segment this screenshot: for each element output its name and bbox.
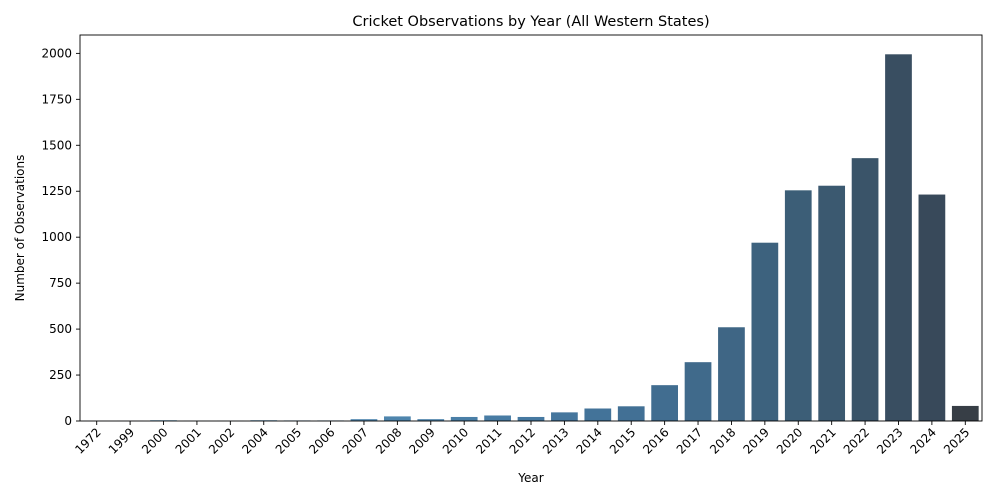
x-axis-label: Year xyxy=(517,471,543,485)
x-tick-label: 1999 xyxy=(106,425,137,456)
y-axis-label: Number of Observations xyxy=(13,155,27,302)
y-tick-label: 250 xyxy=(49,368,72,382)
y-tick-label: 1500 xyxy=(41,138,72,152)
y-tick-label: 2000 xyxy=(41,46,72,60)
bar-2018 xyxy=(718,327,745,421)
bar-2021 xyxy=(818,185,846,421)
bar-2016 xyxy=(651,385,678,421)
y-tick-label: 0 xyxy=(64,414,72,428)
y-tick-label: 750 xyxy=(49,276,72,290)
x-tick-label: 2010 xyxy=(440,425,471,456)
bar-2011 xyxy=(484,415,511,421)
x-tick-label: 2019 xyxy=(740,425,771,456)
bar-2010 xyxy=(450,416,478,421)
x-tick-label: 2017 xyxy=(674,425,705,456)
x-tick-label: 2024 xyxy=(908,425,939,456)
x-tick-label: 2008 xyxy=(373,425,404,456)
x-tick-label: 2001 xyxy=(173,425,204,456)
x-tick-label: 2023 xyxy=(874,425,905,456)
x-tick-label: 2021 xyxy=(807,425,838,456)
x-tick-label: 2018 xyxy=(707,425,738,456)
bar-2012 xyxy=(517,416,545,421)
x-tick-label: 2015 xyxy=(607,425,638,456)
x-tick-label: 2007 xyxy=(340,425,371,456)
bar-2014 xyxy=(584,408,612,421)
x-tick-label: 2011 xyxy=(473,425,504,456)
x-tick-label: 2025 xyxy=(941,425,972,456)
x-tick-label: 2000 xyxy=(139,425,170,456)
x-tick-label: 2016 xyxy=(640,425,671,456)
bar-2025 xyxy=(951,405,979,421)
x-tick-label: 2013 xyxy=(540,425,571,456)
axes-frame xyxy=(79,34,983,422)
bar-2007 xyxy=(350,419,378,421)
bar-2009 xyxy=(417,419,445,421)
chart-title: Cricket Observations by Year (All Wester… xyxy=(352,14,709,30)
bar-2008 xyxy=(384,416,411,421)
y-axis: 0 250 500 750 1000 1250 1500 1750 2000 xyxy=(41,46,80,428)
bar-2019 xyxy=(751,242,779,421)
bar-2020 xyxy=(784,190,812,421)
x-tick-label: 2006 xyxy=(306,425,337,456)
bar-2022 xyxy=(851,158,879,421)
bar-2015 xyxy=(617,406,645,421)
x-tick-label: 2012 xyxy=(507,425,538,456)
y-tick-label: 1250 xyxy=(41,184,72,198)
x-tick-label: 2009 xyxy=(406,425,437,456)
x-tick-label: 2004 xyxy=(239,425,270,456)
x-tick-label: 2020 xyxy=(774,425,805,456)
plot-area xyxy=(79,34,983,422)
x-tick-label: 2002 xyxy=(206,425,237,456)
bar-2023 xyxy=(885,54,912,422)
x-tick-label: 1972 xyxy=(72,425,103,456)
y-tick-label: 1750 xyxy=(41,92,72,106)
x-tick-label: 2005 xyxy=(273,425,304,456)
x-axis: 1972 1999 2000 2001 2002 2004 2005 2006 2007 2008… xyxy=(72,421,972,457)
bar-2024 xyxy=(918,194,946,421)
bar-2017 xyxy=(684,362,712,421)
bar-2013 xyxy=(551,412,578,421)
x-tick-label: 2014 xyxy=(573,425,604,456)
y-tick-label: 1000 xyxy=(41,230,72,244)
y-tick-label: 500 xyxy=(49,322,72,336)
x-tick-label: 2022 xyxy=(841,425,872,456)
